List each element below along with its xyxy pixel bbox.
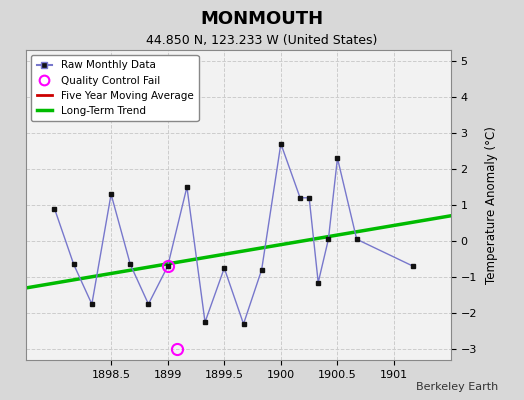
Text: 44.850 N, 123.233 W (United States): 44.850 N, 123.233 W (United States) (146, 34, 378, 47)
Legend: Raw Monthly Data, Quality Control Fail, Five Year Moving Average, Long-Term Tren: Raw Monthly Data, Quality Control Fail, … (31, 55, 199, 121)
Text: MONMOUTH: MONMOUTH (201, 10, 323, 28)
Y-axis label: Temperature Anomaly (°C): Temperature Anomaly (°C) (485, 126, 498, 284)
Text: Berkeley Earth: Berkeley Earth (416, 382, 498, 392)
